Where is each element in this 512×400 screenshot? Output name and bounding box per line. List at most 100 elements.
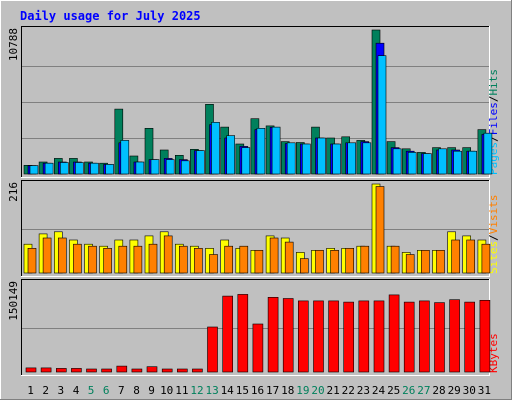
bar-pages-day-17	[271, 126, 281, 175]
bar-visits-day-18	[284, 241, 294, 274]
bar-kbytes-day-1	[25, 367, 37, 373]
y-axis-max-label: 150149	[7, 281, 20, 321]
bar-pages-day-9	[150, 159, 160, 175]
bar-pages-day-29	[453, 150, 462, 175]
bar-pages-day-19	[301, 143, 311, 175]
bar-visits-day-31	[481, 243, 491, 274]
x-tick-label: 29	[448, 384, 461, 397]
bar-kbytes-day-24	[373, 300, 385, 373]
bar-kbytes-day-19	[297, 300, 309, 373]
legend-label: Sites/Visits	[487, 195, 500, 275]
bar-visits-day-27	[421, 250, 430, 274]
x-tick-label: 2	[42, 384, 49, 397]
bar-kbytes-day-17	[267, 296, 279, 373]
x-tick-label: 17	[266, 384, 279, 397]
bar-pages-day-13	[211, 122, 220, 175]
bar-visits-day-6	[103, 248, 112, 274]
bar-visits-day-17	[269, 237, 279, 274]
bar-visits-day-21	[330, 250, 339, 274]
bar-pages-day-18	[286, 142, 296, 175]
bar-pages-day-22	[347, 142, 357, 175]
bar-pages-day-11	[181, 160, 190, 175]
x-tick-label: 16	[251, 384, 264, 397]
bar-visits-day-24	[375, 186, 385, 274]
x-tick-label: 18	[281, 384, 294, 397]
bar-kbytes-day-2	[40, 367, 52, 373]
x-tick-label: 28	[432, 384, 445, 397]
x-tick-label: 22	[342, 384, 355, 397]
bar-pages-day-15	[241, 147, 251, 175]
bar-visits-day-5	[88, 245, 97, 274]
bar-kbytes-day-31	[479, 299, 491, 373]
x-tick-label: 30	[463, 384, 476, 397]
bar-kbytes-day-20	[313, 300, 324, 373]
x-tick-label: 31	[478, 384, 491, 397]
bar-visits-day-4	[73, 243, 82, 274]
bar-pages-day-3	[59, 162, 69, 175]
bar-pages-day-16	[256, 128, 266, 175]
x-tick-label: 24	[372, 384, 386, 397]
x-tick-label: 21	[326, 384, 339, 397]
bar-kbytes-day-14	[222, 295, 233, 373]
x-tick-label: 15	[236, 384, 249, 397]
bar-pages-day-6	[105, 164, 114, 175]
bar-visits-day-2	[42, 237, 52, 274]
x-tick-label: 10	[160, 384, 173, 397]
bar-kbytes-day-13	[207, 326, 218, 373]
bar-kbytes-day-4	[71, 368, 82, 373]
legend-label: KBytes	[487, 333, 500, 373]
bar-pages-day-25	[392, 148, 402, 175]
bar-visits-day-22	[345, 248, 355, 274]
bar-visits-day-28	[436, 250, 445, 274]
bar-kbytes-day-25	[388, 294, 400, 373]
bar-kbytes-day-26	[403, 301, 415, 373]
x-tick-label: 12	[190, 384, 203, 397]
bar-pages-day-4	[75, 162, 84, 175]
bar-kbytes-day-29	[449, 299, 460, 373]
bar-kbytes-day-6	[101, 368, 112, 373]
chart-title: Daily usage for July 2025	[20, 9, 201, 23]
x-tick-label: 23	[357, 384, 370, 397]
bar-pages-day-8	[135, 161, 145, 175]
bar-kbytes-day-30	[464, 301, 476, 373]
y-axis-max-label: 216	[7, 182, 20, 202]
bar-pages-day-28	[438, 148, 447, 175]
x-tick-label: 7	[118, 384, 125, 397]
x-axis-labels: 1 2 3 4 5 6 7 8 9 10 11 12 13 14 15 16 17 18 19 20 21 22 23 24 2…	[27, 384, 491, 397]
x-tick-label: 26	[402, 384, 415, 397]
bar-kbytes-day-3	[55, 368, 67, 373]
bar-visits-day-13	[209, 254, 218, 274]
bar-visits-day-14	[224, 245, 233, 274]
bar-pages-day-24	[377, 55, 387, 175]
bar-pages-day-23	[362, 142, 372, 175]
x-tick-label: 4	[73, 384, 80, 397]
bar-kbytes-day-12	[192, 368, 203, 373]
bar-kbytes-day-28	[434, 302, 445, 373]
bar-kbytes-day-11	[177, 368, 188, 373]
x-tick-label: 27	[417, 384, 430, 397]
bar-pages-day-27	[423, 153, 432, 175]
bar-kbytes-day-21	[328, 300, 339, 373]
panel-kbytes: 150149 KBytes	[7, 279, 500, 376]
bar-kbytes-day-16	[252, 323, 264, 373]
x-tick-label: 1	[27, 384, 34, 397]
x-tick-label: 20	[311, 384, 324, 397]
bar-pages-day-1	[29, 165, 39, 175]
bar-visits-day-20	[315, 250, 324, 274]
bar-pages-day-10	[165, 159, 175, 175]
x-tick-label: 13	[205, 384, 218, 397]
bar-kbytes-day-23	[358, 300, 370, 373]
y-axis-max-label: 10788	[7, 28, 20, 61]
x-tick-label: 25	[387, 384, 400, 397]
bar-pages-day-5	[90, 162, 99, 175]
bar-visits-day-25	[390, 245, 400, 274]
x-tick-label: 19	[296, 384, 309, 397]
bar-kbytes-day-7	[116, 365, 128, 373]
bar-pages-day-20	[317, 137, 326, 175]
bar-visits-day-9	[148, 243, 158, 274]
bar-visits-day-11	[179, 245, 188, 274]
bar-kbytes-day-18	[282, 298, 294, 373]
x-tick-label: 5	[88, 384, 95, 397]
bar-kbytes-day-15	[237, 294, 249, 373]
